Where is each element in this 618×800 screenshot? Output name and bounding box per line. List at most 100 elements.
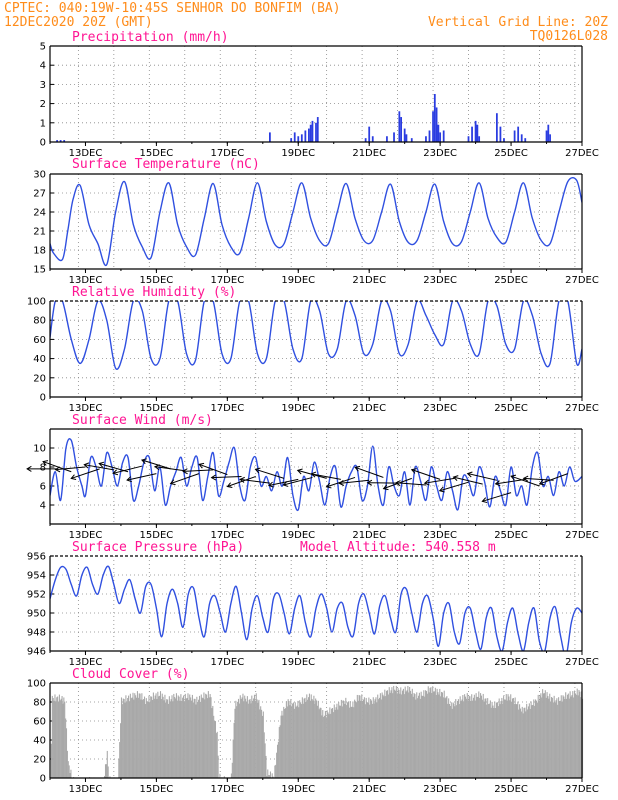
cloud-cover-bar <box>310 694 312 778</box>
cloud-cover-bar <box>510 694 512 778</box>
header-model-id: TQ0126L028 <box>530 29 608 44</box>
cloud-cover-bar <box>57 701 60 778</box>
cloud-cover-bar <box>145 698 147 778</box>
wind-vector-arrowhead <box>366 479 373 486</box>
wind-vector-arrowhead <box>154 464 160 471</box>
y-tick-label: 40 <box>33 736 46 747</box>
header-grid-line: Vertical Grid Line: 20Z <box>428 15 608 30</box>
cloud-cover-bar <box>519 708 522 778</box>
cloud-cover-bar <box>313 695 315 778</box>
cloud-cover-bar <box>105 764 107 778</box>
wind-vector <box>453 476 483 485</box>
wind-title: Surface Wind (m/s) <box>72 413 213 428</box>
wind-vector-arrowhead <box>54 466 61 473</box>
cloud-cover-bar <box>382 694 384 778</box>
precipitation-bar <box>410 138 413 142</box>
cloud-cover-bar <box>473 694 475 778</box>
cloud-cover-bar <box>305 702 307 778</box>
humidity-panel: Relative Humidity (%) 0 20 40 60 80 100 13DEC 1… <box>27 285 599 414</box>
cloud-cover-bar <box>406 690 408 778</box>
wind-vector-arrowhead <box>182 468 188 475</box>
cloud-cover-bar <box>264 743 266 778</box>
cloud-cover-bar <box>269 775 271 778</box>
cloud-cover-bar <box>337 709 339 778</box>
wind-vector-arrowhead <box>26 465 32 472</box>
cloud-cover-bar <box>425 691 428 778</box>
cloud-cover-bar <box>419 698 421 778</box>
cloud-cover-bar <box>104 764 107 778</box>
cloud-cover-bar <box>356 694 358 778</box>
cloud-cover-bar <box>347 702 349 778</box>
cloud-cover-bar <box>358 695 360 778</box>
y-tick-label: 6 <box>40 482 46 493</box>
cloud-cover-bar <box>192 702 194 778</box>
cloud-cover-bar <box>394 689 396 778</box>
cloud-cover-bar <box>63 697 65 778</box>
wind-vector <box>424 477 455 484</box>
cloud-cover-bar <box>480 695 483 778</box>
y-tick-label: 954 <box>27 571 46 582</box>
cloud-cover-bar <box>432 686 434 778</box>
wind-vector <box>71 468 100 479</box>
x-tick-label: 21DEC <box>352 657 386 668</box>
precipitation-bar <box>435 107 438 142</box>
cloud-cover-bar <box>483 701 485 778</box>
cloud-cover-bar <box>447 703 449 778</box>
cloud-cover-bar <box>339 705 342 778</box>
cloud-cover-bar <box>476 696 478 778</box>
precipitation-bar <box>503 138 505 142</box>
cloud-cover-bar <box>130 698 132 778</box>
cloud-cover-bar <box>131 697 133 778</box>
cloud-cover-bar <box>373 703 375 778</box>
wind-vector <box>227 476 256 487</box>
cloud-cover-bar <box>163 700 165 778</box>
y-tick-label: 15 <box>33 265 46 276</box>
cloud-cover-bar <box>386 690 389 778</box>
cloud-cover-bar <box>499 704 501 778</box>
cloud-cover-bar <box>367 702 369 778</box>
precipitation-bar <box>308 128 310 142</box>
wind-vector-arrowhead <box>452 475 459 481</box>
cloud-cover-bar <box>571 695 573 778</box>
cloud-cover-bar <box>497 706 499 778</box>
cloud-cover-bar <box>450 702 452 778</box>
wind-vector-arrowhead <box>126 476 132 483</box>
cloud-cover-bar <box>297 700 299 778</box>
precipitation-bar <box>311 120 314 142</box>
header-location: CPTEC: 040:19W-10:45S SENHOR DO BONFIM (… <box>4 1 341 16</box>
cloud-cover-bar <box>433 691 435 778</box>
cloud-cover-bar <box>459 696 461 778</box>
cloud-cover-bar <box>374 699 376 778</box>
cloud-cover-bar <box>336 703 338 778</box>
cloud-cover-bar <box>420 691 422 778</box>
x-tick-label: 19DEC <box>281 403 315 414</box>
cloud-cover-bar <box>395 685 397 778</box>
cloud-cover-bar <box>331 708 333 778</box>
cloud-cover-bar <box>456 705 458 778</box>
temperature-panel: Surface Temperature (nC) 15 18 21 24 27 30 13D… <box>33 157 599 286</box>
cloud-cover-bar <box>169 701 171 778</box>
cloud-cover-bar <box>353 707 355 778</box>
cloud-cover-bar <box>457 699 459 778</box>
cloud-cover-bar <box>466 693 468 778</box>
cloud-cover-bar <box>460 701 462 778</box>
cloud-cover-bar <box>118 758 120 778</box>
cloud-cover-bar <box>359 695 361 778</box>
cloud-cover-bar <box>492 705 494 778</box>
cloud-cover-bar <box>372 697 374 778</box>
cloud-cover-bar <box>256 699 258 778</box>
wind-vector-arrowhead <box>538 479 545 486</box>
cloud-cover-bar <box>125 695 127 778</box>
precipitation-bar <box>524 138 527 142</box>
cloud-cover-bar <box>522 713 524 778</box>
cloud-cover-bar <box>258 699 260 778</box>
precipitation-bar <box>495 113 498 142</box>
cloud-cover-bar <box>138 693 140 778</box>
precipitation-bar <box>405 134 408 142</box>
precipitation-bar <box>437 124 440 142</box>
cloud-cover-bar <box>210 697 212 778</box>
cloud-cover-bar <box>201 697 203 778</box>
cloud-cover-bar <box>403 694 405 778</box>
y-tick-label: 40 <box>33 354 46 365</box>
cloud-cover-bar <box>514 697 516 778</box>
